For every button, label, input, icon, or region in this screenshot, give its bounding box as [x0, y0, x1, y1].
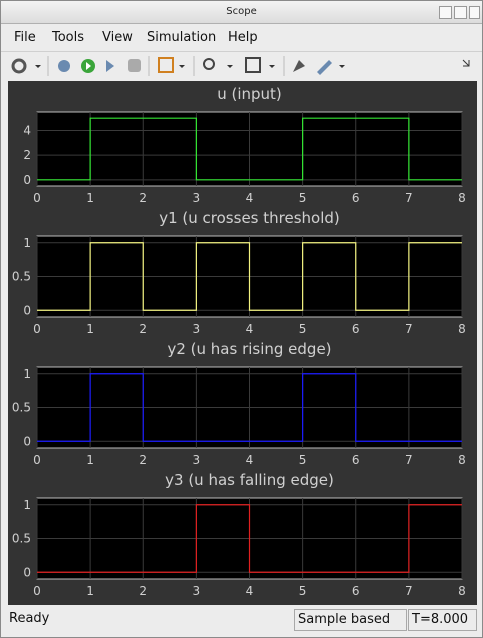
menu-item[interactable]: Help	[228, 30, 258, 45]
window-title: Scope	[226, 6, 257, 17]
x-tick-label: 2	[139, 191, 147, 205]
properties-icon[interactable]	[317, 60, 332, 75]
autoscale-icon[interactable]	[245, 57, 261, 73]
x-tick-label: 5	[299, 584, 307, 598]
x-tick-label: 8	[458, 453, 466, 467]
x-tick-label: 3	[193, 584, 201, 598]
menu-item[interactable]: Tools	[52, 30, 85, 45]
y-tick-label: 0	[23, 303, 31, 317]
y-tick-label: 0	[23, 173, 31, 187]
y-tick-label: 0	[23, 565, 31, 579]
close-button[interactable]	[469, 6, 480, 19]
toolbar	[1, 51, 482, 76]
x-tick-label: 8	[458, 191, 466, 205]
x-tick-label: 4	[246, 453, 254, 467]
signal-line	[37, 504, 462, 573]
y-tick-label: 4	[23, 124, 31, 138]
run-glyph	[86, 62, 91, 70]
plot-area: u (input) 0 1 2 3 4 5 6 7 8 0 2 4 y1 (u crosses thres…	[8, 81, 477, 605]
dropdown-arrow[interactable]	[179, 65, 185, 68]
y-tick-label: 1	[23, 498, 31, 512]
dropdown-arrow[interactable]	[269, 65, 275, 68]
minimize-button[interactable]	[439, 6, 452, 19]
menu-item[interactable]: Simulation	[147, 30, 217, 45]
x-tick-label: 6	[352, 322, 360, 336]
x-tick-label: 7	[405, 191, 413, 205]
x-tick-label: 5	[299, 453, 307, 467]
menu-bar: File Tools View Simulation Help	[1, 25, 482, 49]
dropdown-arrow[interactable]	[339, 65, 345, 68]
x-tick-label: 4	[246, 191, 254, 205]
x-tick-label: 1	[86, 453, 94, 467]
x-tick-label: 2	[139, 322, 147, 336]
status-time: T=8.000	[408, 609, 477, 631]
status-message: Ready	[9, 611, 50, 626]
x-tick-label: 5	[299, 322, 307, 336]
y-tick-label: 0	[23, 434, 31, 448]
y-tick-label: 2	[23, 148, 31, 162]
x-tick-label: 5	[299, 191, 307, 205]
title-bar: Scope	[1, 1, 482, 24]
x-tick-label: 0	[33, 453, 41, 467]
x-tick-label: 2	[139, 584, 147, 598]
stop-icon[interactable]	[128, 59, 141, 72]
signal-line	[37, 373, 462, 442]
x-tick-label: 6	[352, 584, 360, 598]
x-tick-label: 3	[193, 191, 201, 205]
x-tick-label: 8	[458, 584, 466, 598]
highlight-icon[interactable]	[158, 57, 174, 73]
step-forward-icon[interactable]	[106, 60, 114, 72]
x-tick-label: 3	[193, 453, 201, 467]
y-tick-label: 0.5	[12, 270, 31, 284]
y-tick-label: 1	[23, 367, 31, 381]
x-tick-label: 7	[405, 322, 413, 336]
x-tick-label: 0	[33, 322, 41, 336]
settings-icon[interactable]	[11, 58, 27, 74]
subplot-title: y3 (u has falling edge)	[165, 471, 334, 489]
x-tick-label: 2	[139, 453, 147, 467]
x-tick-label: 6	[352, 453, 360, 467]
x-tick-label: 4	[246, 584, 254, 598]
y-tick-label: 0.5	[12, 532, 31, 546]
step-back-icon[interactable]	[58, 60, 70, 72]
y-tick-label: 0.5	[12, 401, 31, 415]
subplot-title: y2 (u has rising edge)	[167, 340, 331, 358]
menu-item[interactable]: View	[102, 30, 133, 45]
x-tick-label: 7	[405, 453, 413, 467]
subplot-title: y1 (u crosses threshold)	[159, 209, 340, 227]
cursor-icon[interactable]	[293, 60, 305, 72]
status-mode: Sample based	[294, 609, 407, 631]
status-bar: Ready Sample based T=8.000	[1, 607, 482, 633]
dock-icon[interactable]	[462, 59, 470, 67]
x-tick-label: 1	[86, 322, 94, 336]
x-tick-label: 0	[33, 191, 41, 205]
x-tick-label: 7	[405, 584, 413, 598]
x-tick-label: 3	[193, 322, 201, 336]
x-tick-label: 6	[352, 191, 360, 205]
dropdown-arrow[interactable]	[35, 65, 41, 68]
signal-line	[37, 242, 462, 311]
x-tick-label: 1	[86, 584, 94, 598]
zoom-icon[interactable]	[203, 58, 215, 70]
x-tick-label: 8	[458, 322, 466, 336]
x-tick-label: 4	[246, 322, 254, 336]
menu-item[interactable]: File	[14, 30, 36, 45]
dropdown-arrow[interactable]	[227, 65, 233, 68]
maximize-button[interactable]	[454, 6, 467, 19]
x-tick-label: 0	[33, 584, 41, 598]
subplot-title: u (input)	[217, 85, 282, 103]
y-tick-label: 1	[23, 236, 31, 250]
x-tick-label: 1	[86, 191, 94, 205]
signal-line	[37, 117, 462, 181]
